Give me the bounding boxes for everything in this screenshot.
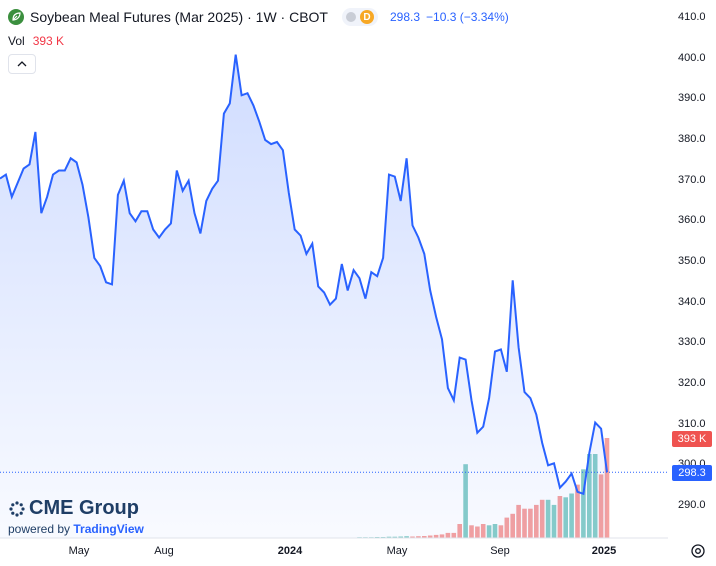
leaf-icon <box>8 9 24 25</box>
price-area-fill <box>0 54 607 538</box>
last-price: 298.3 <box>390 10 421 24</box>
powered-by: powered by TradingView <box>8 522 144 536</box>
branding[interactable]: CME Group powered by TradingView <box>8 497 144 536</box>
price-tick: 340.0 <box>678 295 706 308</box>
volume-legend: Vol 393 K <box>8 34 64 48</box>
powered-by-text: powered by <box>8 522 71 536</box>
time-tick: 2024 <box>277 545 303 557</box>
last-price-tag: 298.3 <box>672 465 712 481</box>
price-tick: 390.0 <box>678 92 706 105</box>
price-change: −10.3 (−3.34%) <box>426 10 509 24</box>
price-line <box>0 54 608 496</box>
volume-value: 393 K <box>32 34 65 48</box>
chevron-up-icon <box>17 61 27 67</box>
volume-label: Vol <box>8 34 25 48</box>
price-tick: 360.0 <box>678 214 706 227</box>
delayed-data-badge: D <box>360 10 374 24</box>
cme-logo-icon <box>9 500 25 517</box>
time-tick: May <box>386 545 408 557</box>
price-tick: 310.0 <box>678 417 706 430</box>
cme-group-logo-text: CME Group <box>29 497 139 519</box>
settings-icon[interactable] <box>690 543 706 559</box>
market-status-icon <box>346 12 356 22</box>
symbol-title[interactable]: Soybean Meal Futures (Mar 2025) · 1W · C… <box>30 9 328 25</box>
chart-legend: Soybean Meal Futures (Mar 2025) · 1W · C… <box>8 7 509 27</box>
time-tick: Sep <box>490 545 510 557</box>
time-tick: Aug <box>154 545 174 557</box>
price-tick: 400.0 <box>678 51 706 64</box>
price-tick: 320.0 <box>678 377 706 389</box>
price-tick: 380.0 <box>678 133 706 145</box>
tradingview-link[interactable]: TradingView <box>73 522 144 536</box>
time-tick: 2025 <box>591 545 617 557</box>
price-tick: 370.0 <box>678 173 706 186</box>
price-tick: 330.0 <box>678 336 706 349</box>
time-tick: May <box>68 545 90 557</box>
collapse-legend-button[interactable] <box>8 54 36 74</box>
price-tick: 290.0 <box>678 499 706 511</box>
price-tick: 410.0 <box>678 11 706 23</box>
volume-tag: 393 K <box>672 431 712 447</box>
price-tick: 350.0 <box>678 255 706 267</box>
status-pill[interactable]: D <box>342 8 378 26</box>
